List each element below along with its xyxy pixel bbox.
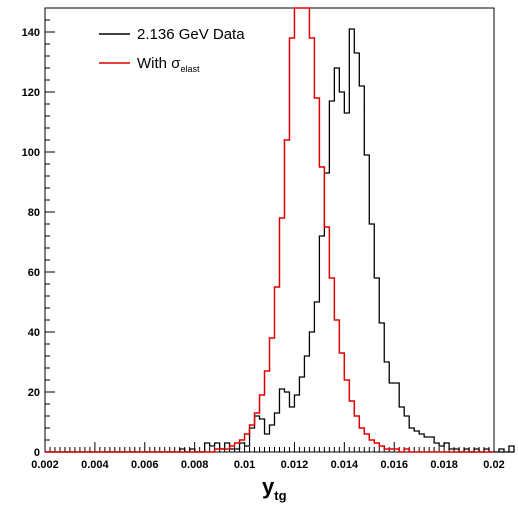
y-tick-label: 60 bbox=[28, 267, 40, 279]
x-tick-label: 0.016 bbox=[380, 459, 408, 471]
x-tick-label: 0.004 bbox=[81, 459, 109, 471]
x-tick-label: 0.006 bbox=[131, 459, 159, 471]
legend-label-elast: With σelast bbox=[137, 55, 200, 74]
y-tick-label: 40 bbox=[28, 327, 40, 339]
y-tick-label: 140 bbox=[22, 27, 40, 39]
x-axis: 0.002 0.004 0.006 0.008 0.01 0.012 0.014 0.016 0… bbox=[31, 442, 505, 471]
series-group bbox=[45, 7, 515, 453]
y-axis: 0 20 40 60 80 100 120 140 bbox=[22, 19, 55, 459]
y-tick-label: 0 bbox=[34, 447, 40, 459]
y-tick-label: 20 bbox=[28, 387, 40, 399]
x-tick-label: 0.014 bbox=[331, 459, 359, 471]
x-tick-label: 0.008 bbox=[181, 459, 209, 471]
plot-frame bbox=[44, 7, 495, 453]
y-tick-label: 100 bbox=[22, 147, 40, 159]
x-tick-label: 0.012 bbox=[281, 459, 309, 471]
y-tick-label: 80 bbox=[28, 207, 40, 219]
y-tick-label: 120 bbox=[22, 87, 40, 99]
series-line-elast bbox=[45, 7, 494, 453]
x-tick-label: 0.002 bbox=[31, 459, 59, 471]
x-tick-label: 0.01 bbox=[234, 459, 255, 471]
x-tick-label: 0.018 bbox=[430, 459, 458, 471]
x-axis-title: ytg bbox=[262, 474, 287, 503]
legend: 2.136 GeV Data With σelast bbox=[99, 26, 245, 74]
legend-label-data: 2.136 GeV Data bbox=[137, 26, 245, 43]
x-tick-label: 0.02 bbox=[483, 459, 504, 471]
